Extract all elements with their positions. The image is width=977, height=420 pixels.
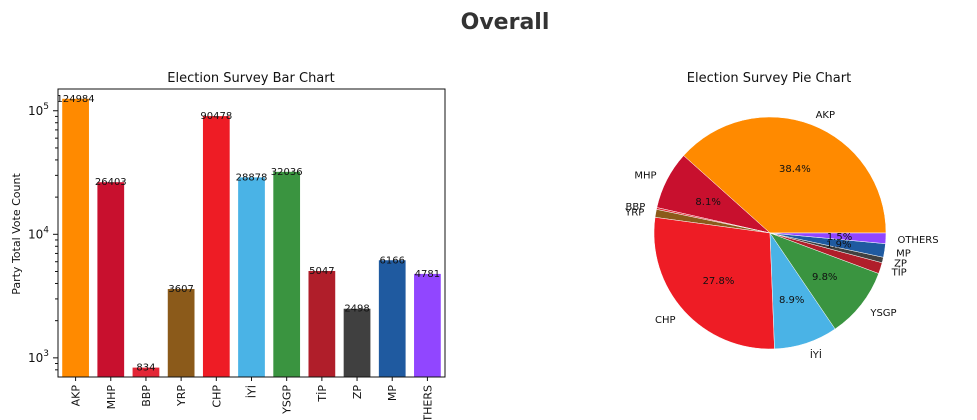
bar-value-label: 32036 (271, 167, 303, 178)
x-tick-label: BBP (140, 385, 153, 407)
bar-value-label: 26403 (95, 177, 127, 188)
bar-chart-title: Election Survey Bar Chart (167, 71, 334, 86)
bar-1 (97, 182, 125, 377)
pie-category-label: İYİ (810, 348, 822, 361)
x-tick-label: ZP (351, 385, 364, 400)
bar-value-label: 834 (136, 363, 155, 374)
x-tick-label: OTHERS (421, 385, 434, 420)
bar-value-label: 4781 (415, 269, 440, 280)
pie-percent-label: 38.4% (779, 164, 811, 175)
pie-chart: Election Survey Pie Chart 38.4% 8.1% 27.8%… (624, 71, 938, 361)
bar-9 (378, 260, 406, 377)
y-tick-label: 105 (28, 102, 49, 118)
pie-category-label: ZP (894, 259, 907, 270)
bar-2 (132, 367, 160, 377)
bar-10 (414, 273, 441, 377)
pie-category-label: BBP (626, 202, 646, 213)
pie-slice-0 (683, 116, 887, 234)
bar-value-label: 124984 (56, 94, 94, 105)
bar-value-label: 2498 (344, 304, 369, 315)
pie-slice-4 (653, 217, 775, 350)
bar-chart-frame (57, 88, 446, 378)
y-tick-label: 103 (28, 349, 49, 365)
page-title: Overall (460, 10, 550, 35)
x-tick-label: İYİ (246, 385, 259, 398)
bar-value-label: 6166 (380, 255, 405, 266)
pie-category-label: OTHERS (897, 235, 938, 246)
x-tick-label: TİP (316, 385, 329, 403)
bar-7 (308, 270, 336, 377)
bar-0 (62, 98, 89, 377)
bar-5 (238, 177, 265, 377)
bar-value-label: 5047 (309, 266, 334, 277)
pie-category-label: TİP (891, 266, 907, 279)
x-tick-label: CHP (210, 385, 223, 408)
pie-category-label: YRP (624, 207, 644, 218)
bar-chart: Election Survey Bar Chart Party Total Vo… (10, 71, 446, 420)
bar-3 (167, 289, 195, 377)
pie-percent-label: 9.8% (812, 272, 837, 283)
x-tick-label: MP (386, 385, 399, 401)
pie-category-label: YSGP (869, 308, 896, 319)
bar-4 (202, 116, 230, 377)
x-tick-label: YSGP (281, 385, 294, 415)
pie-category-label: MP (896, 248, 911, 259)
pie-percent-label: 27.8% (703, 276, 735, 287)
pie-percent-label: 1.5% (827, 232, 852, 243)
bar-value-label: 28878 (236, 172, 268, 183)
bar-6 (273, 171, 301, 377)
pie-percent-label: 8.9% (779, 295, 804, 306)
pie-chart-title: Election Survey Pie Chart (687, 71, 851, 86)
bar-value-label: 3607 (168, 284, 193, 295)
bar-chart-ylabel: Party Total Vote Count (10, 173, 23, 295)
pie-percent-label: 1.9% (826, 240, 851, 251)
pie-percent-label: 8.1% (695, 197, 720, 208)
pie-category-label: CHP (655, 315, 676, 326)
x-tick-label: MHP (105, 385, 118, 410)
pie-category-label: MHP (634, 171, 656, 182)
bar-value-label: 90478 (200, 111, 232, 122)
x-tick-label: AKP (70, 385, 83, 407)
y-tick-label: 104 (28, 225, 49, 241)
pie-slice-10 (769, 232, 887, 244)
pie-category-label: AKP (816, 110, 835, 121)
x-tick-label: YRP (175, 385, 188, 407)
bar-8 (343, 308, 371, 377)
